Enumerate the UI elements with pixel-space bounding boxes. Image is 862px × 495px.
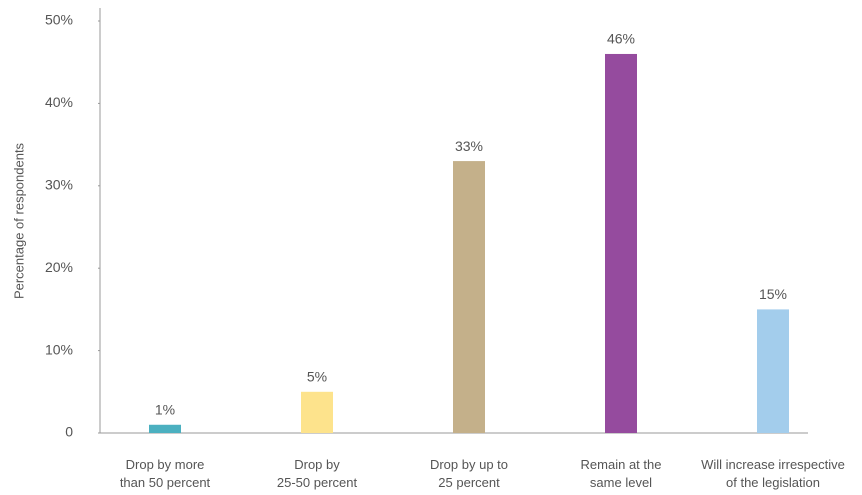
value-label: 1% (155, 401, 175, 417)
y-tick-label: 20% (45, 259, 73, 275)
y-tick-label: 40% (45, 94, 73, 110)
bar (301, 391, 333, 433)
value-label: 5% (307, 369, 327, 385)
bar (149, 424, 181, 433)
value-label: 33% (455, 138, 483, 154)
bar (757, 309, 789, 433)
y-tick-label: 0 (65, 424, 73, 440)
x-tick-label: Will increase irrespective of the legisl… (701, 457, 845, 490)
y-axis-title: Percentage of respondents (11, 142, 26, 299)
value-label: 15% (759, 286, 787, 302)
y-tick-label: 10% (45, 341, 73, 357)
x-tick-label: Remain at the same level (580, 457, 662, 490)
y-tick-label: 30% (45, 177, 73, 193)
x-tick-label: Drop by more than 50 percent (119, 457, 211, 490)
y-tick-label: 50% (45, 12, 73, 28)
x-tick-label: Drop by 25-50 percent (276, 457, 358, 490)
bar (605, 53, 637, 434)
x-tick-label: Drop by up to 25 percent (429, 457, 509, 490)
value-label: 46% (607, 31, 635, 47)
bar (453, 161, 485, 433)
